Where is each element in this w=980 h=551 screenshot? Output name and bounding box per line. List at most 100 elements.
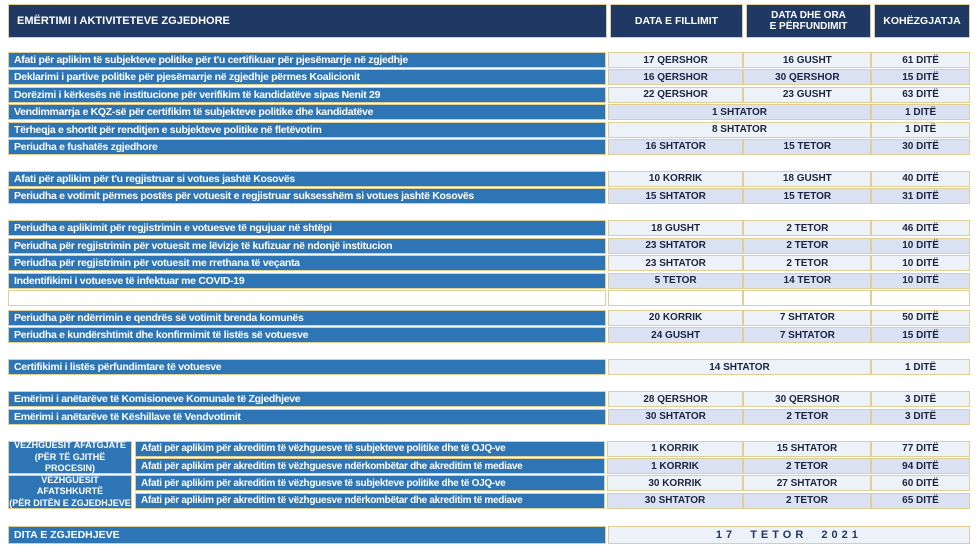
col-header-duration: KOHËZGJATJA [874,4,970,38]
table-row: Periudha për regjistrimin për votuesit m… [8,255,970,272]
end-date-cell [743,289,872,306]
duration-cell: 30 DITË [871,138,970,155]
duration-cell: 60 DITË [871,475,970,492]
table-row: Afati për aplikim për akreditim të vëzhg… [135,475,970,492]
duration-cell: 10 DITË [871,255,970,272]
activity-cell: Afati për aplikim të subjekteve politike… [8,52,606,68]
activity-cell: Periudha për regjistrimin për votuesit m… [8,255,606,272]
duration-cell: 1 DITË [871,104,970,121]
col-header-activities: EMËRTIMI I AKTIVITETEVE ZGJEDHORE [8,4,607,38]
end-date-cell: 15 SHTATOR [743,440,871,457]
duration-cell: 1 DITË [871,121,970,138]
table-row: Periudha për regjistrimin për votuesit m… [8,237,970,254]
table-row: Afati për aplikim për t'u regjistruar si… [8,170,970,187]
col-header-start-date: DATA E FILLIMIT [610,4,743,38]
table-row: Certifikimi i listës përfundimtare të vo… [8,359,970,376]
activity-cell: Afati për aplikim për akreditim të vëzhg… [135,475,605,492]
table-row: Afati për aplikim për akreditim të vëzhg… [135,440,970,457]
table-section: Emërimi i anëtarëve të Komisioneve Komun… [8,391,970,425]
duration-cell: 77 DITË [871,440,970,457]
duration-cell [871,289,970,306]
col-header-end-date-line1: DATA DHE ORA [771,9,846,21]
table-row: Periudha e kundërshtimit dhe konfirmimit… [8,327,970,344]
col-header-end-date: DATA DHE ORA E PËRFUNDIMIT [746,4,871,38]
table-row: Periudha për ndërrimin e qendrës së voti… [8,309,970,326]
table-section: Periudha e aplikimit për regjistrimin e … [8,220,970,306]
activity-cell: Afati për aplikim për akreditim të vëzhg… [135,440,605,457]
table-section: Certifikimi i listës përfundimtare të vo… [8,359,970,376]
activity-cell: Certifikimi i listës përfundimtare të vo… [8,359,606,376]
duration-cell: 10 DITË [871,272,970,289]
start-date-cell: 23 SHTATOR [607,255,744,272]
table-row: Emërimi i anëtarëve të Këshillave të Ven… [8,408,970,425]
election-day-date: 17 TETOR 2021 [607,526,970,545]
start-date-cell: 1 KORRIK [607,440,743,457]
table-section: Afati për aplikim të subjekteve politike… [8,52,970,155]
election-day-label: DITA E ZGJEDHJEVE [8,526,606,545]
start-date-cell: 18 GUSHT [607,220,744,237]
end-date-cell: 30 QERSHOR [743,69,872,86]
observer-group-column: VËZHGUESIT AFATGJATË (PËR TË GJITHË PROCE… [8,440,132,511]
start-date-cell: 16 SHTATOR [607,138,744,155]
activity-cell: Dorëzimi i kërkesës në institucione për … [8,86,606,103]
start-date-cell: 5 TETOR [607,272,744,289]
activity-cell: Emërimi i anëtarëve të Këshillave të Ven… [8,408,606,425]
end-date-cell: 2 TETOR [743,237,872,254]
duration-cell: 15 DITË [871,69,970,86]
date-cell-merged: 8 SHTATOR [607,121,872,138]
activity-cell: Periudha e kundërshtimit dhe konfirmimit… [8,327,606,344]
start-date-cell: 30 KORRIK [607,475,743,492]
activity-cell: Periudha e aplikimit për regjistrimin e … [8,220,606,237]
duration-cell: 40 DITË [871,170,970,187]
start-date-cell: 10 KORRIK [607,170,744,187]
end-date-cell: 30 QERSHOR [743,391,872,408]
duration-cell: 61 DITË [871,52,970,68]
activity-cell: Periudha për regjistrimin për votuesit m… [8,237,606,254]
table-row: Periudha e votimit përmes postës për vot… [8,188,970,205]
activity-cell: Indentifikimi i votuesve të infektuar me… [8,272,606,289]
activity-cell: Periudha për ndërrimin e qendrës së voti… [8,309,606,326]
start-date-cell: 23 SHTATOR [607,237,744,254]
duration-cell: 63 DITË [871,86,970,103]
table-row: Indentifikimi i votuesve të infektuar me… [8,272,970,289]
observer-rows: Afati për aplikim për akreditim të vëzhg… [135,440,970,511]
start-date-cell: 22 QERSHOR [607,86,744,103]
table-row: Afati për aplikim të subjekteve politike… [8,52,970,68]
table-row: Emërimi i anëtarëve të Komisioneve Komun… [8,391,970,408]
table-header: EMËRTIMI I AKTIVITETEVE ZGJEDHORE DATA E… [8,4,970,38]
duration-cell: 3 DITË [871,391,970,408]
activity-cell: Vendimmarrja e KQZ-së për certifikim të … [8,104,606,121]
activity-cell: Afati për aplikim për akreditim të vëzhg… [135,492,605,509]
end-date-cell: 18 GUSHT [743,170,872,187]
end-date-cell: 2 TETOR [743,458,871,475]
end-date-cell: 2 TETOR [743,255,872,272]
col-header-end-date-line2: E PËRFUNDIMIT [769,21,848,32]
start-date-cell: 15 SHTATOR [607,188,744,205]
date-cell-merged: 14 SHTATOR [607,359,872,376]
table-row: Afati për aplikim për akreditim të vëzhg… [135,458,970,475]
observer-group-subtitle: (PËR DITËN E ZGJEDHJEVE [9,498,131,509]
end-date-cell: 23 GUSHT [743,86,872,103]
table-row: Afati për aplikim për akreditim të vëzhg… [135,492,970,509]
end-date-cell: 2 TETOR [743,220,872,237]
end-date-cell: 27 SHTATOR [743,475,871,492]
activity-cell: Periudha e fushatës zgjedhore [8,138,606,155]
duration-cell: 50 DITË [871,309,970,326]
table-section: Periudha për ndërrimin e qendrës së voti… [8,309,970,344]
table-section: VËZHGUESIT AFATGJATË (PËR TË GJITHË PROCE… [8,440,970,511]
activity-cell: Tërheqja e shortit për renditjen e subje… [8,121,606,138]
table-section: Afati për aplikim për t'u regjistruar si… [8,170,970,205]
end-date-cell: 7 SHTATOR [743,327,872,344]
activity-cell [8,289,606,306]
start-date-cell: 16 QERSHOR [607,69,744,86]
duration-cell: 31 DITË [871,188,970,205]
table-row: Vendimmarrja e KQZ-së për certifikim të … [8,104,970,121]
duration-cell: 1 DITË [871,359,970,376]
activity-cell: Afati për aplikim për akreditim të vëzhg… [135,458,605,475]
activity-cell: Deklarimi i partive politike për pjesëma… [8,69,606,86]
end-date-cell: 15 TETOR [743,188,872,205]
duration-cell: 94 DITË [871,458,970,475]
election-day-row: DITA E ZGJEDHJEVE 17 TETOR 2021 [8,526,970,545]
end-date-cell: 2 TETOR [743,492,871,509]
end-date-cell: 7 SHTATOR [743,309,872,326]
